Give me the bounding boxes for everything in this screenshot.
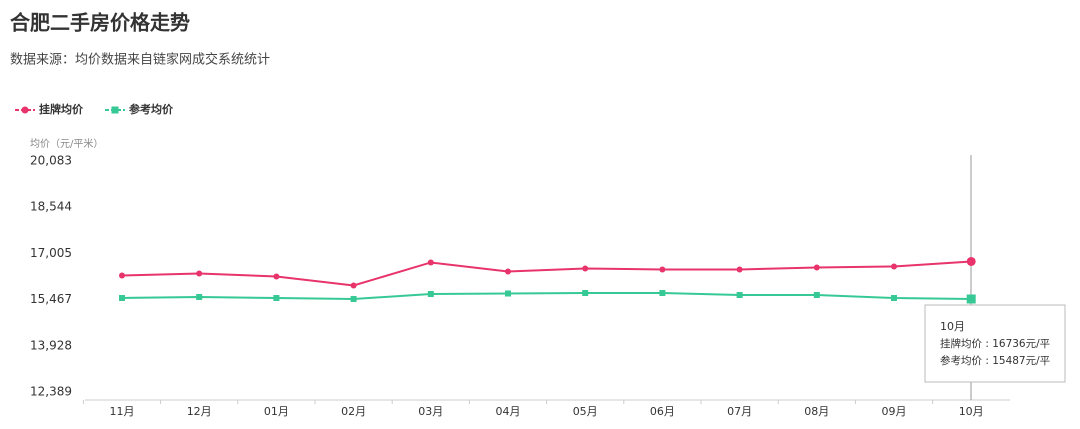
data-point (119, 272, 125, 279)
x-tick-label: 08月 (804, 405, 829, 418)
y-axis-label: 均价（元/平米） (30, 137, 103, 150)
chart-subtitle: 数据来源：均价数据来自链家网成交系统统计 (10, 52, 270, 68)
data-point (196, 270, 203, 277)
series-line (121, 292, 972, 300)
legend-label: 参考均价 (129, 102, 174, 116)
x-tick-label: 12月 (187, 405, 212, 418)
y-tick-label: 15,467 (30, 292, 72, 306)
y-tick-label: 17,005 (30, 246, 72, 260)
data-point (582, 265, 589, 272)
x-tick-label: 05月 (573, 405, 598, 418)
x-tick-label: 01月 (264, 405, 289, 418)
data-point (966, 256, 976, 266)
legend-marker (21, 106, 29, 114)
series-line (121, 260, 972, 287)
chart-title: 合肥二手房价格走势 (10, 11, 190, 35)
data-point (273, 273, 280, 280)
data-point (350, 282, 357, 289)
data-point (505, 290, 511, 297)
x-tick-label: 06月 (650, 405, 675, 418)
tooltip-row: 挂牌均价 : 16736元/平 (940, 337, 1050, 350)
tooltip-row: 参考均价 : 15487元/平 (940, 354, 1050, 367)
data-point (659, 290, 666, 297)
data-point (736, 266, 743, 273)
data-point (966, 294, 976, 304)
y-tick-label: 13,928 (30, 338, 72, 352)
x-tick-label: 04月 (496, 405, 521, 418)
x-tick-label: 07月 (727, 405, 752, 418)
data-point (427, 291, 434, 298)
data-point (736, 291, 743, 298)
data-point (891, 294, 897, 301)
data-point (427, 259, 434, 266)
tooltip-box (924, 304, 1066, 383)
x-tick-label: 02月 (341, 405, 366, 418)
data-point (273, 294, 280, 301)
data-point (582, 290, 589, 297)
data-point (119, 294, 125, 301)
legend-marker (111, 106, 119, 114)
data-point (350, 295, 357, 302)
data-point (813, 264, 820, 271)
data-point (505, 268, 511, 275)
x-tick-label: 11月 (110, 405, 135, 418)
legend-label: 挂牌均价 (39, 102, 84, 116)
x-tick-label: 03月 (418, 405, 443, 418)
data-point (196, 294, 203, 301)
tooltip-title: 10月 (940, 320, 965, 333)
x-tick-label: 10月 (959, 405, 984, 418)
x-tick-label: 09月 (882, 405, 907, 418)
y-tick-label: 20,083 (30, 154, 72, 168)
y-tick-label: 12,389 (30, 385, 72, 399)
data-point (659, 266, 666, 273)
data-point (813, 291, 820, 298)
y-tick-label: 18,544 (30, 200, 72, 214)
data-point (891, 263, 897, 270)
